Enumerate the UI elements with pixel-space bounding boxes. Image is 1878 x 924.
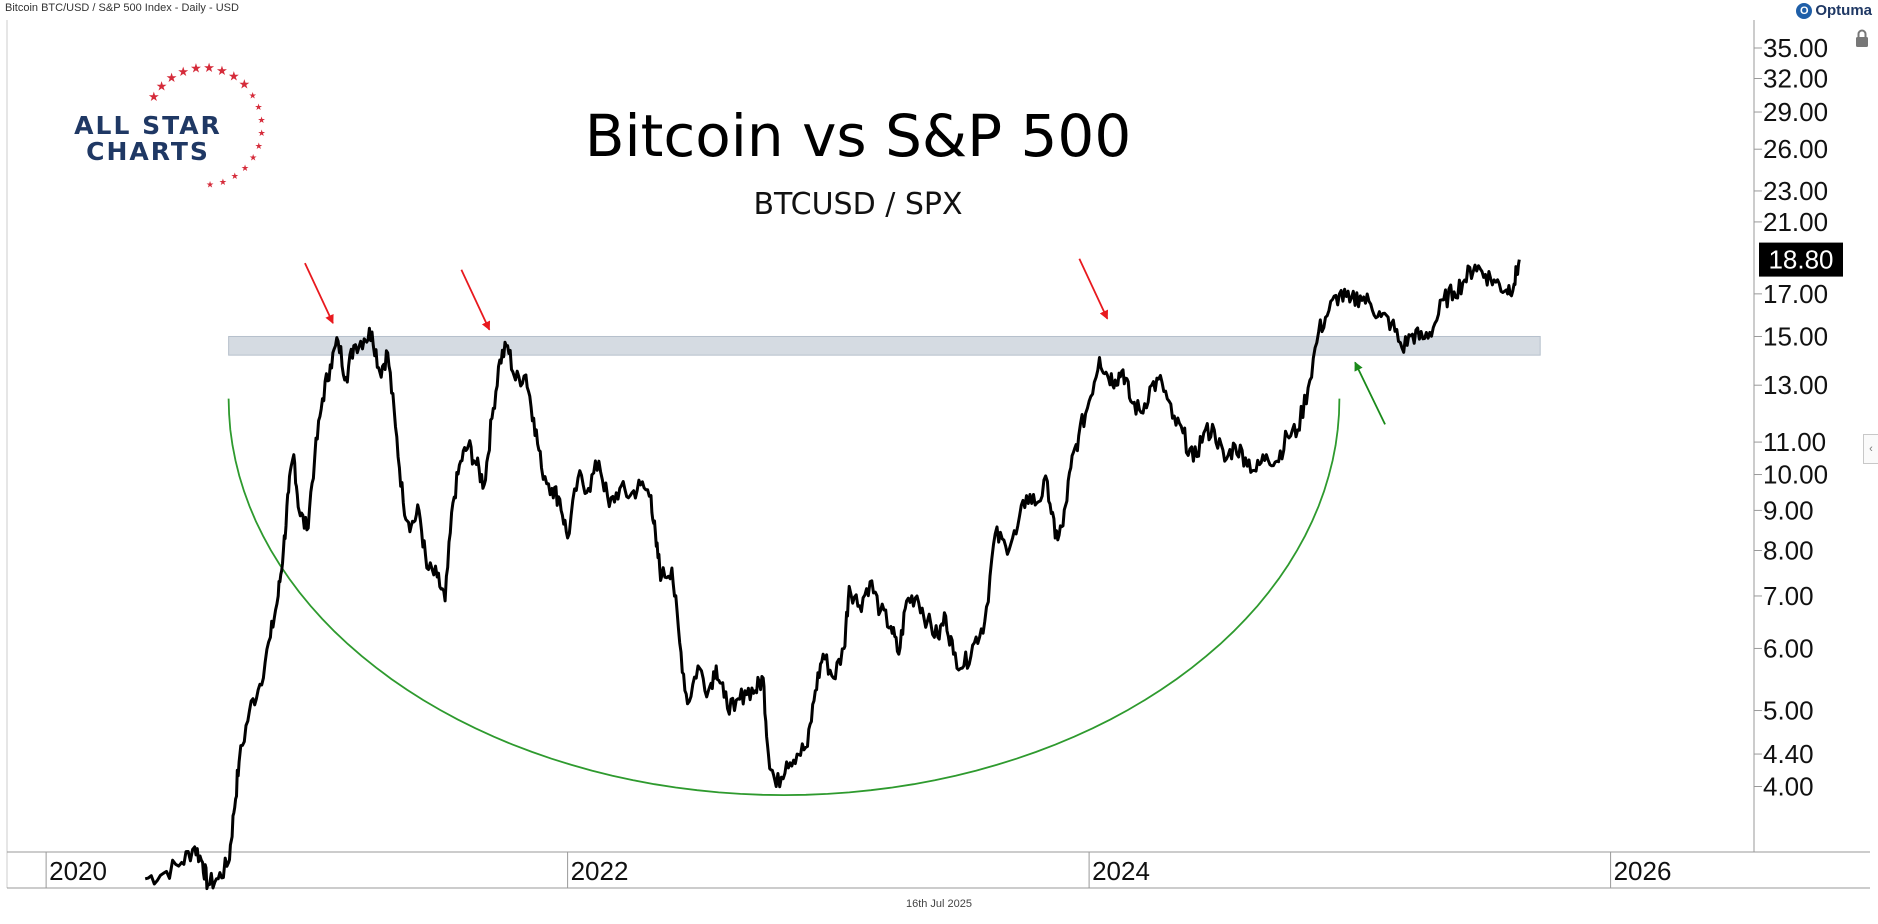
optuma-brand-label: Optuma bbox=[1815, 2, 1872, 19]
logo-star-icon: ★ bbox=[216, 63, 228, 78]
y-tick-label: 4.40 bbox=[1763, 739, 1814, 769]
logo-star-icon: ★ bbox=[231, 171, 239, 181]
resistance-touch-arrow bbox=[460, 269, 491, 331]
cup-curve bbox=[227, 398, 1341, 797]
optuma-logo-icon: O bbox=[1796, 2, 1813, 19]
logo-star-icon: ★ bbox=[177, 64, 189, 79]
y-tick-label: 17.00 bbox=[1763, 279, 1828, 309]
optuma-brand: O Optuma bbox=[1796, 2, 1872, 19]
btc-spx-ratio-line bbox=[144, 259, 1521, 891]
y-tick-label: 13.00 bbox=[1763, 370, 1828, 400]
annotation-arrows bbox=[304, 258, 1386, 425]
x-tick-label: 2026 bbox=[1614, 856, 1672, 886]
lock-icon[interactable] bbox=[1854, 28, 1870, 48]
logo-star-icon: ★ bbox=[254, 102, 262, 112]
y-tick-label: 6.00 bbox=[1763, 633, 1814, 663]
logo-star-icon: ★ bbox=[190, 61, 202, 76]
last-value-badge: 18.80 bbox=[1759, 242, 1843, 277]
all-star-charts-logo: ★★★ ★ ★ ★ ★ ★★★★★★★★★★★★ ALL STAR CHARTS bbox=[74, 60, 266, 189]
logo-star-icon: ★ bbox=[255, 141, 263, 151]
resistance-touch-arrow bbox=[304, 262, 334, 324]
x-tick-label: 2020 bbox=[49, 856, 107, 886]
logo-star-icon: ★ bbox=[258, 128, 266, 138]
chart-description: Bitcoin BTC/USD / S&P 500 Index - Daily … bbox=[5, 2, 239, 14]
logo-star-icon: ★ bbox=[166, 70, 178, 85]
last-value-label: 18.80 bbox=[1768, 245, 1833, 275]
chart-title: Bitcoin vs S&P 500 bbox=[585, 102, 1131, 170]
y-tick-label: 7.00 bbox=[1763, 581, 1814, 611]
y-tick-label: 21.00 bbox=[1763, 207, 1828, 237]
support-retest-arrow bbox=[1354, 361, 1386, 425]
footer-date: 16th Jul 2025 bbox=[905, 898, 973, 910]
y-tick-label: 35.00 bbox=[1763, 33, 1828, 63]
logo-line2: CHARTS bbox=[86, 137, 210, 166]
logo-star-icon: ★ bbox=[249, 90, 257, 100]
logo-star-icon: ★ bbox=[203, 60, 215, 75]
logo-star-icon: ★ bbox=[249, 153, 257, 163]
resistance-zone bbox=[228, 335, 1541, 356]
logo-star-icon: ★ bbox=[258, 115, 266, 125]
logo-star-icon: ★ bbox=[206, 180, 214, 190]
x-tick-label: 2024 bbox=[1092, 856, 1150, 886]
chevron-left-icon: ‹ bbox=[1869, 443, 1873, 455]
side-panel-toggle[interactable]: ‹ bbox=[1863, 434, 1878, 464]
y-tick-label: 26.00 bbox=[1763, 134, 1828, 164]
y-tick-label: 23.00 bbox=[1763, 176, 1828, 206]
x-axis-ticks: 2020 2022 2024 2026 bbox=[45, 852, 1672, 888]
logo-line1: ALL STAR bbox=[74, 111, 222, 140]
x-tick-label: 2022 bbox=[571, 856, 629, 886]
logo-stars: ★★★ ★ ★ ★ ★ ★★★★★★★★★★★★ bbox=[148, 60, 266, 189]
logo-star-icon: ★ bbox=[228, 68, 240, 83]
logo-star-icon: ★ bbox=[238, 76, 250, 91]
y-tick-label: 10.00 bbox=[1763, 460, 1828, 490]
logo-star-icon: ★ bbox=[219, 177, 227, 187]
y-tick-label: 15.00 bbox=[1763, 321, 1828, 351]
logo-star-icon: ★ bbox=[156, 78, 168, 93]
y-tick-label: 29.00 bbox=[1763, 97, 1828, 127]
y-tick-label: 5.00 bbox=[1763, 696, 1814, 726]
y-tick-label: 9.00 bbox=[1763, 495, 1814, 525]
y-tick-label: 8.00 bbox=[1763, 536, 1814, 566]
chart-subtitle: BTCUSD / SPX bbox=[753, 187, 962, 222]
y-tick-label: 4.00 bbox=[1763, 772, 1814, 802]
y-tick-label: 11.00 bbox=[1763, 427, 1826, 457]
logo-star-icon: ★ bbox=[148, 89, 160, 104]
y-tick-label: 32.00 bbox=[1763, 64, 1828, 94]
logo-star-icon: ★ bbox=[241, 163, 249, 173]
resistance-touch-arrow bbox=[1078, 258, 1109, 320]
